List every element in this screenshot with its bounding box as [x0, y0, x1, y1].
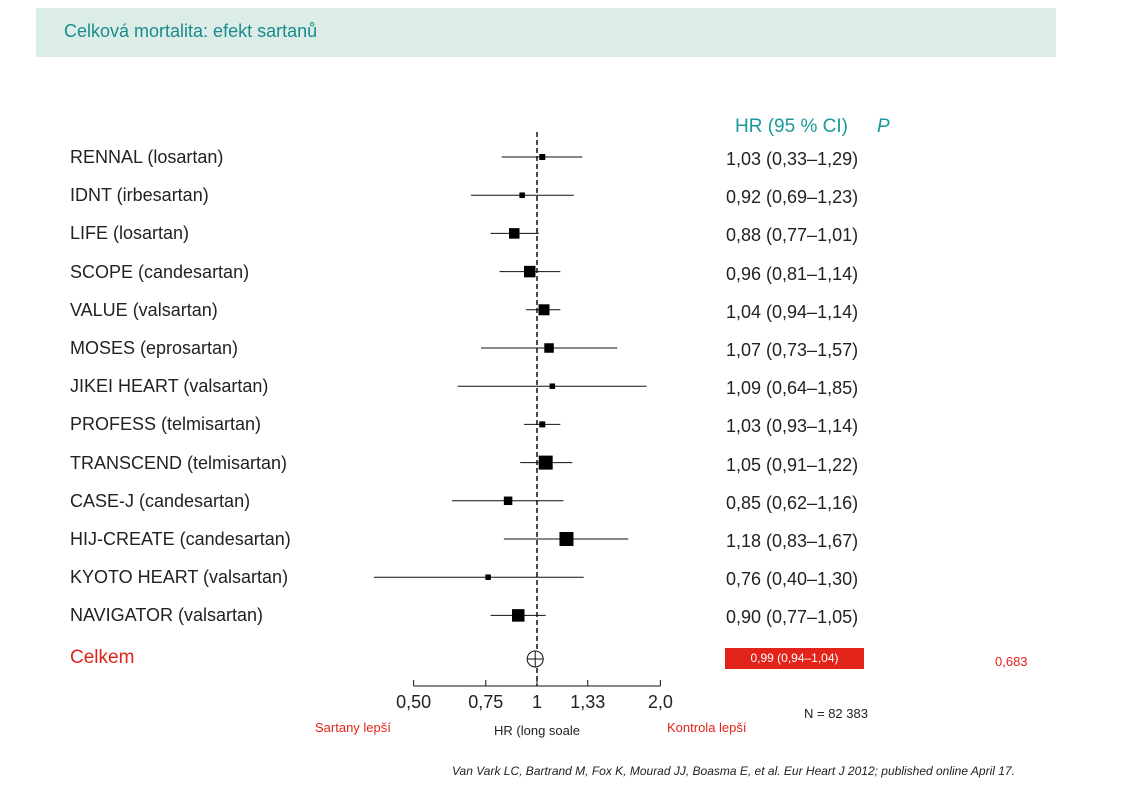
study-name: CASE-J (candesartan) [70, 490, 251, 511]
overall-label: Celkem [70, 647, 135, 668]
hr-column-header: HR (95 % CI) [735, 116, 848, 137]
citation: Van Vark LC, Bartrand M, Fox K, Mourad J… [452, 764, 1015, 778]
x-tick-label: 0,75 [468, 692, 503, 712]
study-hr-value: 0,92 (0,69–1,23) [726, 187, 859, 208]
study-hr-value: 1,04 (0,94–1,14) [726, 301, 859, 322]
study-name: NAVIGATOR (valsartan) [70, 605, 264, 626]
point-estimate-square [544, 343, 554, 353]
x-tick-label: 0,50 [396, 692, 431, 712]
study-name: LIFE (losartan) [70, 223, 190, 244]
point-estimate-square [519, 192, 525, 198]
study-hr-value: 0,88 (0,77–1,01) [726, 225, 859, 246]
point-estimate-square [538, 455, 553, 470]
title-bar: Celková mortalita: efekt sartanů [36, 8, 1056, 57]
point-estimate-square [485, 574, 491, 580]
overall-hr-box: 0,99 (0,94–1,04) [725, 648, 864, 669]
study-name: KYOTO HEART (valsartan) [70, 567, 289, 588]
study-hr-value: 1,03 (0,33–1,29) [726, 149, 859, 169]
x-axis-title: HR (long soale [494, 723, 580, 738]
point-estimate-square [538, 304, 550, 316]
x-tick-label: 1,33 [570, 692, 605, 712]
study-hr-value: 0,76 (0,40–1,30) [726, 569, 859, 590]
point-estimate-square [511, 609, 525, 622]
study-name: TRANSCEND (telmisartan) [70, 452, 288, 473]
study-hr-value: 1,03 (0,93–1,14) [726, 416, 859, 437]
study-hr-value: 1,07 (0,73–1,57) [726, 340, 859, 360]
point-estimate-square [539, 421, 546, 428]
study-hr-value: 0,90 (0,77–1,05) [726, 607, 859, 628]
point-estimate-square [503, 496, 513, 506]
study-name: RENNAL (losartan) [70, 147, 224, 167]
p-column-header: P [877, 116, 890, 137]
study-name: SCOPE (candesartan) [70, 261, 250, 282]
page-title: Celková mortalita: efekt sartanů [64, 21, 318, 41]
study-name: PROFESS (telmisartan) [70, 414, 262, 435]
study-hr-value: 1,09 (0,64–1,85) [726, 378, 859, 399]
study-hr-value: 0,96 (0,81–1,14) [726, 263, 859, 284]
study-hr-value: 1,05 (0,91–1,22) [726, 454, 859, 475]
x-tick-label: 1 [532, 692, 542, 712]
favours-control-label: Kontrola lepší [667, 720, 747, 735]
study-hr-value: 0,85 (0,62–1,16) [726, 492, 859, 513]
x-tick-label: 2,0 [648, 692, 673, 712]
study-name: JIKEI HEART (valsartan) [70, 376, 269, 397]
favours-sartans-label: Sartany lepší [315, 720, 391, 735]
sample-size: N = 82 383 [804, 706, 868, 721]
point-estimate-square [559, 532, 574, 546]
point-estimate-square [549, 383, 556, 389]
study-name: VALUE (valsartan) [70, 299, 218, 320]
point-estimate-square [508, 228, 520, 239]
overall-p-value: 0,683 [995, 654, 1028, 669]
point-estimate-square [523, 265, 536, 278]
point-estimate-square [539, 154, 546, 160]
study-name: MOSES (eprosartan) [70, 338, 239, 358]
study-name: HIJ-CREATE (candesartan) [70, 529, 291, 549]
study-hr-value: 1,18 (0,83–1,67) [726, 531, 859, 551]
study-name: IDNT (irbesartan) [70, 185, 209, 206]
